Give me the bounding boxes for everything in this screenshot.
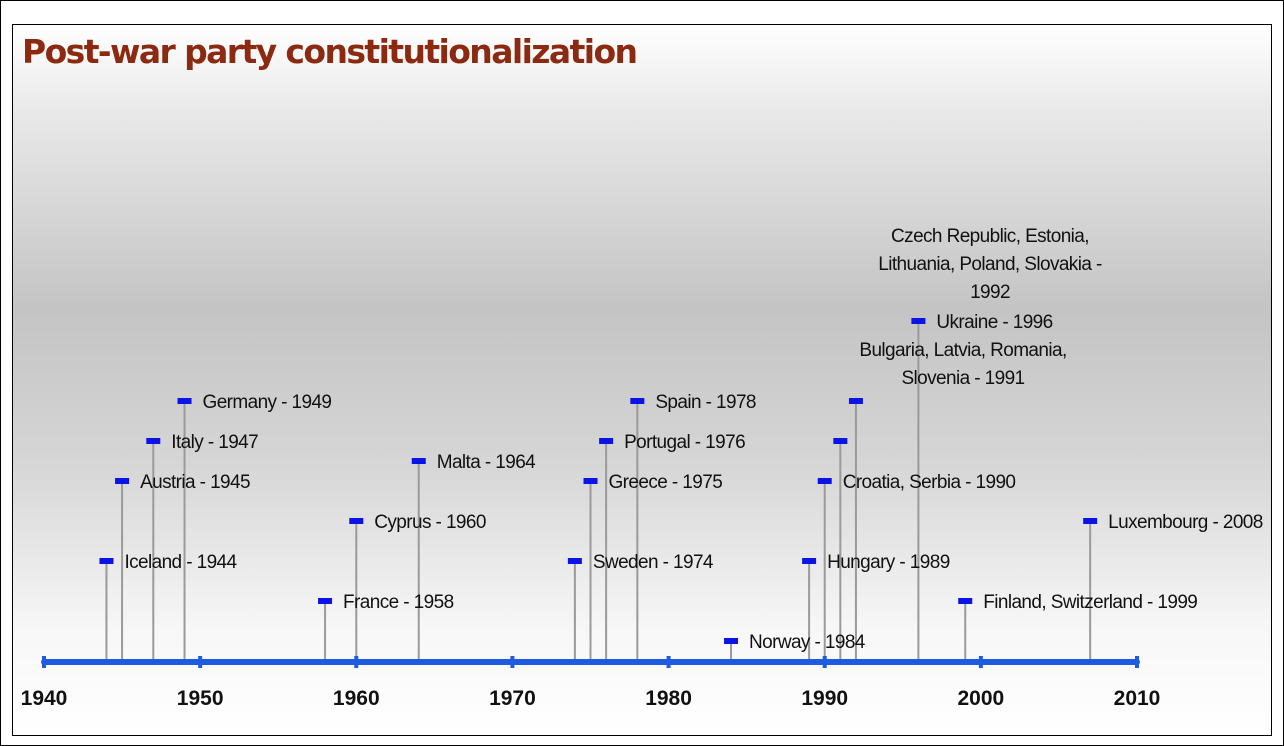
event-marker xyxy=(848,398,863,404)
event-label: Malta - 1964 xyxy=(437,452,536,473)
axis-tick-label: 2000 xyxy=(957,687,1004,710)
event-marker xyxy=(958,598,973,604)
chart-title: Post-war party constitutionalization xyxy=(22,32,638,71)
event-marker xyxy=(146,438,161,444)
event-marker xyxy=(99,558,114,564)
event-label: Sweden - 1974 xyxy=(593,552,714,573)
axis-tick-label: 1960 xyxy=(333,687,380,710)
event-label: Germany - 1949 xyxy=(203,392,332,413)
event-marker xyxy=(318,598,333,604)
event-marker xyxy=(1083,518,1098,524)
axis-tick-label: 1940 xyxy=(21,687,68,710)
event-marker xyxy=(724,638,739,644)
event-label: Portugal - 1976 xyxy=(624,432,745,453)
event-marker xyxy=(349,518,364,524)
axis-tick-label: 1970 xyxy=(489,687,536,710)
chart-panel xyxy=(12,24,1272,736)
event-marker xyxy=(583,478,598,484)
event-marker xyxy=(411,458,426,464)
event-marker xyxy=(833,438,848,444)
event-marker xyxy=(630,398,645,404)
event-marker xyxy=(567,558,582,564)
event-label: Luxembourg - 2008 xyxy=(1108,512,1263,533)
event-label: Spain - 1978 xyxy=(655,392,756,413)
axis-tick-label: 1950 xyxy=(177,687,224,710)
event-label: Hungary - 1989 xyxy=(827,552,950,573)
event-marker xyxy=(599,438,614,444)
axis-tick-label: 1980 xyxy=(645,687,692,710)
event-label: Norway - 1984 xyxy=(749,632,866,653)
event-marker xyxy=(177,398,192,404)
event-label: France - 1958 xyxy=(343,592,454,613)
event-marker xyxy=(911,318,926,324)
event-label: Iceland - 1944 xyxy=(124,552,237,573)
event-marker xyxy=(817,478,832,484)
event-label: Greece - 1975 xyxy=(609,472,723,493)
event-label: Czech Republic, Estonia, Lithuania, Polan… xyxy=(878,226,1102,303)
event-label: Finland, Switzerland - 1999 xyxy=(983,592,1197,613)
event-marker xyxy=(115,478,130,484)
event-label: Ukraine - 1996 xyxy=(936,312,1052,333)
event-label: Bulgaria, Latvia, Romania, Slovenia - 199… xyxy=(859,340,1066,389)
event-label: Italy - 1947 xyxy=(171,432,258,453)
event-label: Cyprus - 1960 xyxy=(374,512,486,533)
event-label: Croatia, Serbia - 1990 xyxy=(843,472,1016,493)
event-label: Austria - 1945 xyxy=(140,472,250,493)
event-marker xyxy=(802,558,817,564)
axis-tick-label: 2010 xyxy=(1114,687,1161,710)
axis-tick-label: 1990 xyxy=(801,687,848,710)
